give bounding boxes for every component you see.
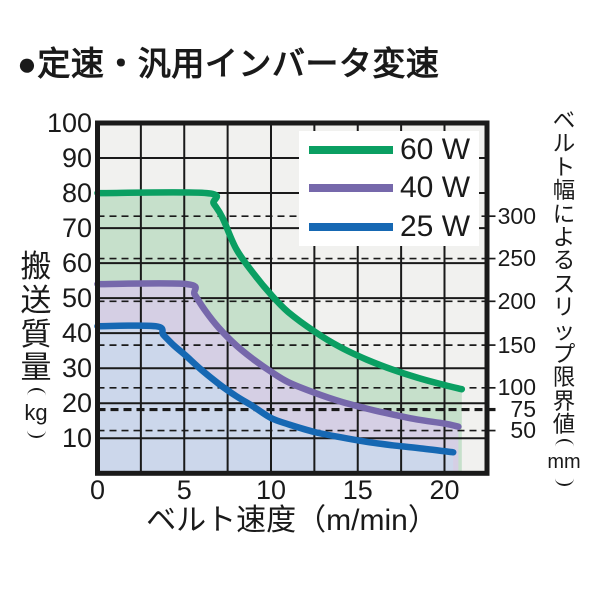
axis-title-char: る — [552, 248, 576, 274]
vertical-paren-open — [26, 388, 46, 398]
right-tick-label: 200 — [497, 287, 536, 314]
y-tick-label: 80 — [61, 177, 92, 208]
axis-title-char: ル — [552, 131, 576, 157]
axis-title-char: 量 — [20, 350, 52, 386]
axis-title-char: プ — [552, 341, 576, 367]
right-tick-label: 100 — [497, 374, 536, 401]
legend-swatch-25w — [309, 222, 393, 231]
y-tick-label: 90 — [61, 142, 92, 173]
y-tick-label: 40 — [61, 317, 92, 348]
y-axis-unit-right: mm — [547, 451, 581, 474]
legend-swatch-60w — [309, 146, 393, 155]
y-tick-label: 70 — [61, 212, 92, 243]
axis-title-char: ッ — [552, 318, 576, 344]
axis-title-char: 幅 — [552, 178, 576, 204]
axis-title-char: に — [552, 201, 576, 227]
y-axis-title-right: ベルト幅によるスリップ限界値 mm — [546, 109, 582, 489]
y-tick-label: 60 — [61, 247, 92, 278]
y-tick-label: 30 — [61, 352, 92, 383]
axis-title-char: 搬 — [20, 249, 52, 284]
legend-item-60w: 60 W — [299, 132, 479, 168]
right-tick-label: 300 — [497, 202, 536, 229]
axis-title-char: 送 — [20, 282, 52, 318]
series-curve-25w — [94, 322, 457, 456]
legend: 60 W 40 W 25 W — [299, 131, 479, 246]
legend-swatch-40w — [309, 184, 393, 193]
x-tick-label: 0 — [89, 475, 106, 505]
series-curve-60w — [94, 189, 466, 393]
legend-item-25w: 25 W — [299, 209, 479, 245]
x-tick-label: 10 — [255, 475, 286, 505]
y-tick-label: 50 — [61, 282, 92, 313]
y-tick-label: 10 — [61, 422, 92, 453]
vertical-paren-open — [554, 439, 574, 449]
x-tick-label: 20 — [429, 475, 460, 505]
legend-label-25w: 25 W — [400, 209, 471, 243]
series-area-25w — [97, 325, 454, 474]
x-tick-label: 5 — [176, 475, 192, 505]
legend-item-40w: 40 W — [299, 170, 479, 206]
series-curve-40w — [94, 280, 462, 430]
axis-title-char: ベ — [552, 108, 576, 133]
axis-title-char: 質 — [20, 316, 52, 352]
axis-title-char: 限 — [552, 365, 576, 391]
x-tick-label: 15 — [342, 475, 373, 505]
x-axis-title: ベルト速度（m/min） — [146, 504, 438, 537]
right-tick-label: 50 — [510, 417, 536, 444]
page-title: ●定速・汎用インバータ変速 — [17, 45, 440, 82]
axis-title-char: ス — [552, 271, 576, 297]
axis-title-char: リ — [552, 295, 576, 321]
right-tick-label: 150 — [497, 331, 536, 358]
right-tick-label: 250 — [497, 245, 536, 272]
vertical-paren-close — [554, 476, 574, 487]
axis-title-char: 値 — [552, 412, 576, 438]
vertical-paren-close — [26, 428, 46, 439]
legend-label-60w: 60 W — [400, 133, 471, 167]
y-axis-title-left: 搬送質量 kg — [17, 250, 55, 441]
y-tick-label: 20 — [61, 387, 92, 418]
right-tick-label: 75 — [510, 396, 536, 423]
y-tick-label: 100 — [46, 107, 92, 138]
legend-label-40w: 40 W — [400, 171, 471, 205]
plot-frame — [95, 120, 490, 476]
axis-title-char: よ — [552, 224, 576, 250]
axis-title-char: ト — [552, 154, 576, 180]
y-axis-unit-left: kg — [24, 400, 48, 426]
axis-title-char: 界 — [552, 388, 576, 414]
